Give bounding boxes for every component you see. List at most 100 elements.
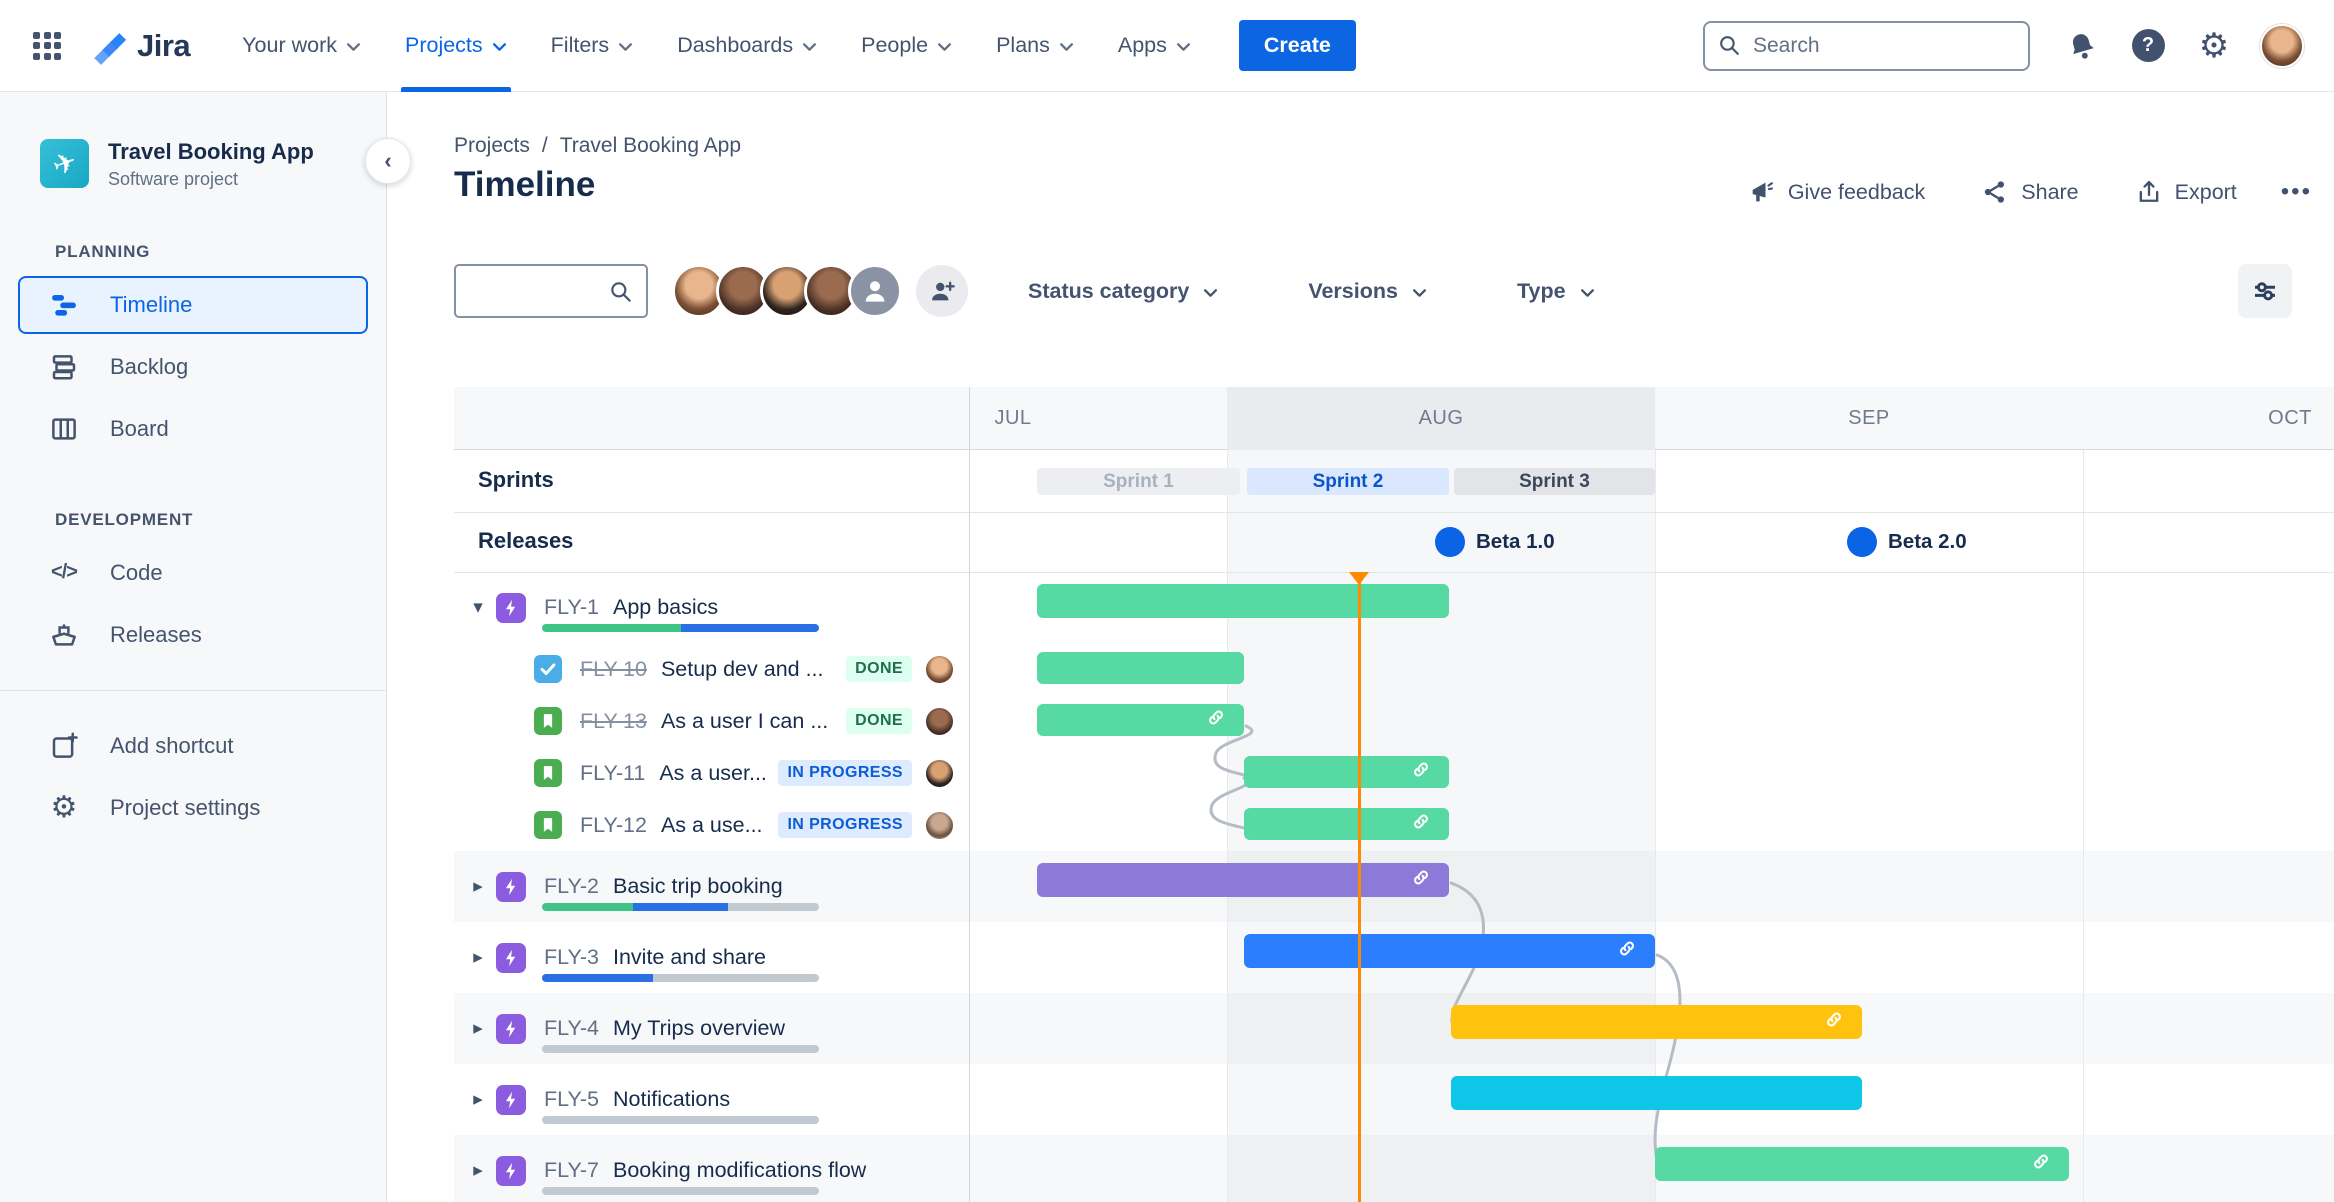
- release-marker-beta-2-0[interactable]: Beta 2.0: [1847, 527, 1967, 557]
- issue-row-fly-3[interactable]: ▸FLY-3Invite and share: [454, 922, 969, 993]
- user-avatar[interactable]: [2260, 24, 2304, 68]
- sidebar-section-heading: PLANNING: [0, 242, 386, 262]
- dependency-link-icon[interactable]: [1822, 1007, 1846, 1036]
- issue-row-fly-1[interactable]: ▾FLY-1App basics: [454, 572, 969, 643]
- month-gridline: [1227, 387, 1228, 1202]
- timeline-bar-fly-4[interactable]: [1451, 1005, 1862, 1039]
- assignee-avatar[interactable]: [924, 706, 955, 737]
- help-icon[interactable]: ?: [2128, 26, 2168, 66]
- jira-logo[interactable]: Jira: [87, 25, 190, 67]
- release-dot-icon: [1435, 527, 1465, 557]
- settings-gear-icon[interactable]: ⚙: [2194, 26, 2234, 66]
- add-shortcut-icon: [48, 730, 80, 762]
- nav-item-filters[interactable]: Filters: [551, 0, 634, 92]
- add-people-button[interactable]: [916, 265, 968, 317]
- issue-row-fly-4[interactable]: ▸FLY-4My Trips overview: [454, 993, 969, 1064]
- sidebar-item-board[interactable]: Board: [18, 400, 368, 458]
- megaphone-icon: [1748, 178, 1776, 206]
- global-search[interactable]: [1703, 21, 2030, 71]
- collapse-chevron-icon[interactable]: ▾: [468, 596, 488, 619]
- assignee-avatar[interactable]: [924, 810, 955, 841]
- more-actions-button[interactable]: •••: [2281, 178, 2312, 206]
- timeline-bar-fly-1[interactable]: [1037, 584, 1449, 618]
- nav-item-dashboards[interactable]: Dashboards: [677, 0, 817, 92]
- sprint-pill-sprint-3[interactable]: Sprint 3: [1454, 468, 1655, 495]
- filter-bar: Status category Versions Type: [454, 262, 2304, 322]
- nav-item-label: Filters: [551, 33, 610, 58]
- sidebar-item-timeline[interactable]: Timeline: [18, 276, 368, 334]
- unassigned-avatar[interactable]: [848, 264, 902, 318]
- issue-row-fly-10[interactable]: FLY-10Setup dev and ...DONE: [454, 643, 969, 695]
- expand-chevron-icon[interactable]: ▸: [468, 946, 488, 969]
- breadcrumb-project-link[interactable]: Travel Booking App: [560, 134, 741, 158]
- sidebar-item-releases[interactable]: Releases: [18, 606, 368, 664]
- give-feedback-button[interactable]: Give feedback: [1748, 178, 1925, 206]
- dependency-link-icon[interactable]: [1615, 936, 1639, 965]
- issue-row-fly-13[interactable]: FLY-13As a user I can ...DONE: [454, 695, 969, 747]
- filter-dropdown-type[interactable]: Type: [1517, 279, 1595, 304]
- share-button[interactable]: Share: [1981, 178, 2078, 206]
- epic-progress-bar: [542, 974, 819, 982]
- filter-dropdown-versions[interactable]: Versions: [1308, 279, 1427, 304]
- jira-mark-icon: [87, 25, 129, 67]
- progress-segment: [681, 624, 820, 632]
- dependency-link-icon[interactable]: [1409, 865, 1433, 894]
- release-marker-beta-1-0[interactable]: Beta 1.0: [1435, 527, 1555, 557]
- timeline-bar-fly-5[interactable]: [1451, 1076, 1862, 1110]
- nav-item-your-work[interactable]: Your work: [242, 0, 361, 92]
- breadcrumb: Projects / Travel Booking App: [454, 134, 741, 158]
- timeline-bar-fly-10[interactable]: [1037, 652, 1244, 684]
- nav-item-plans[interactable]: Plans: [996, 0, 1074, 92]
- timeline-bar-fly-7[interactable]: [1655, 1147, 2069, 1181]
- status-badge: DONE: [846, 656, 912, 682]
- issue-row-fly-5[interactable]: ▸FLY-5Notifications: [454, 1064, 969, 1135]
- expand-chevron-icon[interactable]: ▸: [468, 1088, 488, 1111]
- export-button[interactable]: Export: [2135, 178, 2237, 206]
- timeline-bar-fly-13[interactable]: [1037, 704, 1244, 736]
- issue-row-fly-12[interactable]: FLY-12As a use...IN PROGRESS: [454, 799, 969, 851]
- app-switcher-icon[interactable]: [33, 32, 61, 60]
- timeline-search-input[interactable]: [454, 264, 648, 318]
- issue-row-fly-2[interactable]: ▸FLY-2Basic trip booking: [454, 851, 969, 922]
- sprint-pill-sprint-1[interactable]: Sprint 1: [1037, 468, 1240, 495]
- progress-segment: [542, 624, 681, 632]
- issue-row-fly-7[interactable]: ▸FLY-7Booking modifications flow: [454, 1135, 969, 1202]
- dependency-link-icon[interactable]: [1409, 810, 1433, 839]
- sprint-pill-sprint-2[interactable]: Sprint 2: [1247, 468, 1449, 495]
- chevron-down-icon: [793, 33, 817, 58]
- gear-icon: ⚙: [48, 792, 80, 824]
- view-settings-button[interactable]: [2238, 264, 2292, 318]
- sidebar-item-project-settings[interactable]: ⚙Project settings: [18, 779, 368, 837]
- nav-item-projects[interactable]: Projects: [405, 0, 507, 92]
- breadcrumb-projects-link[interactable]: Projects: [454, 134, 530, 158]
- assignee-avatar[interactable]: [924, 758, 955, 789]
- sidebar-item-code[interactable]: </>Code: [18, 544, 368, 602]
- notifications-bell-icon[interactable]: [2062, 26, 2102, 66]
- expand-chevron-icon[interactable]: ▸: [468, 875, 488, 898]
- sidebar-collapse-button[interactable]: ‹: [365, 138, 411, 184]
- nav-item-apps[interactable]: Apps: [1118, 0, 1191, 92]
- months-header: JULAUGSEPOCT: [454, 387, 2334, 450]
- timeline-bar-fly-11[interactable]: [1244, 756, 1449, 788]
- create-button[interactable]: Create: [1239, 20, 1356, 71]
- issue-title: My Trips overview: [613, 1016, 785, 1041]
- dependency-link-icon[interactable]: [1409, 758, 1433, 787]
- issue-title: As a user...: [659, 761, 767, 786]
- issue-row-fly-11[interactable]: FLY-11As a user...IN PROGRESS: [454, 747, 969, 799]
- dependency-link-icon[interactable]: [1204, 706, 1228, 735]
- releases-row-label: Releases: [478, 528, 573, 554]
- sidebar-item-add-shortcut[interactable]: Add shortcut: [18, 717, 368, 775]
- timeline-bar-fly-12[interactable]: [1244, 808, 1449, 840]
- filter-dropdown-status-category[interactable]: Status category: [1028, 279, 1218, 304]
- progress-segment: [542, 974, 653, 982]
- expand-chevron-icon[interactable]: ▸: [468, 1159, 488, 1182]
- global-search-input[interactable]: [1703, 21, 2030, 71]
- expand-chevron-icon[interactable]: ▸: [468, 1017, 488, 1040]
- sidebar-item-backlog[interactable]: Backlog: [18, 338, 368, 396]
- dependency-link-icon[interactable]: [2029, 1149, 2053, 1178]
- epic-icon: [496, 943, 526, 973]
- nav-item-people[interactable]: People: [861, 0, 952, 92]
- timeline-bar-fly-2[interactable]: [1037, 863, 1449, 897]
- timeline-bar-fly-3[interactable]: [1244, 934, 1655, 968]
- assignee-avatar[interactable]: [924, 654, 955, 685]
